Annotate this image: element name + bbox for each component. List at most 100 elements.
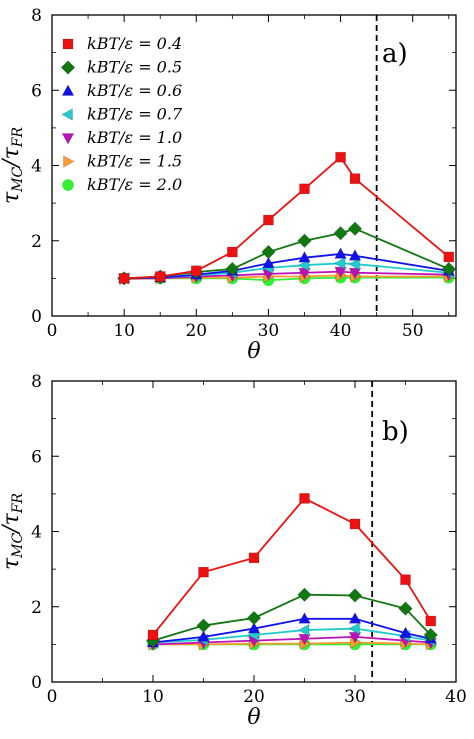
data-point bbox=[246, 610, 262, 626]
panel-label: a) bbox=[382, 39, 408, 69]
y-tick-label: 6 bbox=[31, 447, 42, 467]
data-point bbox=[299, 183, 310, 195]
data-point bbox=[423, 627, 438, 643]
x-tick-label: 40 bbox=[445, 687, 467, 707]
x-tick-label: 30 bbox=[258, 321, 280, 341]
x-axis-label: θ bbox=[247, 339, 260, 364]
data-point bbox=[441, 261, 456, 277]
data-point bbox=[398, 601, 413, 616]
data-point bbox=[298, 251, 311, 263]
legend-marker bbox=[61, 133, 75, 145]
series-line bbox=[152, 497, 432, 636]
x-tick-label: 20 bbox=[185, 321, 207, 341]
data-point bbox=[348, 257, 360, 271]
series-line bbox=[152, 627, 431, 644]
data-point bbox=[348, 249, 362, 261]
data-point bbox=[334, 266, 347, 279]
legend-item: kBT/ε = 0.7 bbox=[61, 105, 183, 124]
series-line bbox=[124, 227, 450, 280]
legend-item: kBT/ε = 0.5 bbox=[60, 58, 182, 77]
data-point bbox=[248, 552, 260, 564]
y-axis-label: τMC/τFR bbox=[0, 127, 26, 205]
panel-b: 0 10 20 30 40 0 2 4 6 8 θ τMC/τFR b) bbox=[0, 372, 467, 730]
data-point bbox=[147, 629, 159, 641]
legend-marker bbox=[61, 108, 73, 121]
data-point bbox=[262, 256, 275, 269]
legend-marker bbox=[62, 38, 74, 50]
legend-marker bbox=[61, 84, 75, 96]
data-point bbox=[297, 623, 310, 637]
data-point bbox=[349, 518, 361, 530]
data-point bbox=[425, 615, 437, 627]
data-point bbox=[348, 622, 360, 635]
legend-item: kBT/ε = 0.6 bbox=[61, 81, 182, 100]
data-point bbox=[225, 261, 240, 277]
data-point bbox=[400, 574, 411, 585]
data-point bbox=[263, 214, 274, 226]
data-point bbox=[118, 273, 130, 284]
panel-label: b) bbox=[382, 417, 409, 447]
x-tick-label: 40 bbox=[330, 321, 352, 341]
data-point bbox=[349, 173, 361, 184]
data-point bbox=[333, 226, 348, 241]
x-tick-label: 20 bbox=[243, 687, 265, 707]
data-point bbox=[348, 612, 362, 624]
legend-label: kBT/ε = 1.5 bbox=[87, 152, 182, 171]
data-point bbox=[247, 621, 261, 634]
x-tick-label: 10 bbox=[113, 321, 135, 341]
legend-label: kBT/ε = 0.6 bbox=[87, 81, 182, 100]
y-tick-label: 6 bbox=[31, 81, 42, 101]
y-tick-label: 8 bbox=[31, 372, 42, 392]
data-point bbox=[334, 247, 347, 259]
data-point bbox=[299, 493, 310, 504]
legend-item: kBT/ε = 1.0 bbox=[61, 128, 182, 147]
x-tick-label: 0 bbox=[47, 687, 58, 707]
y-tick-label: 0 bbox=[31, 673, 42, 693]
data-point bbox=[297, 258, 310, 272]
x-tick-label: 0 bbox=[47, 321, 58, 341]
x-tick-label: 10 bbox=[142, 687, 164, 707]
legend-marker bbox=[63, 155, 75, 168]
data-point bbox=[335, 151, 346, 163]
y-tick-label: 4 bbox=[31, 523, 42, 543]
data-point bbox=[190, 265, 202, 277]
legend-marker bbox=[62, 179, 74, 191]
legend-label: kBT/ε = 0.4 bbox=[87, 34, 182, 53]
legend-label: kBT/ε = 0.5 bbox=[87, 58, 182, 77]
y-tick-label: 4 bbox=[31, 157, 42, 177]
x-tick-label: 30 bbox=[344, 687, 366, 707]
legend: kBT/ε = 0.4 kBT/ε = 0.5 kBT/ε = 0.6 kBT/ε =… bbox=[60, 34, 183, 194]
data-point bbox=[198, 566, 209, 578]
legend-label: kBT/ε = 0.7 bbox=[87, 105, 183, 124]
legend-label: kBT/ε = 1.0 bbox=[87, 128, 182, 147]
data-point bbox=[298, 612, 311, 624]
data-point bbox=[399, 626, 412, 638]
data-point bbox=[154, 271, 166, 282]
data-point bbox=[197, 630, 210, 642]
data-point bbox=[297, 587, 312, 602]
y-tick-label: 2 bbox=[31, 232, 42, 252]
data-point bbox=[261, 244, 276, 260]
legend-label: kBT/ε = 2.0 bbox=[87, 175, 182, 194]
data-point bbox=[297, 233, 312, 248]
series-0 bbox=[118, 151, 455, 284]
legend-item: kBT/ε = 1.5 bbox=[63, 152, 182, 171]
y-tick-label: 2 bbox=[31, 598, 42, 618]
y-axis-label: τMC/τFR bbox=[0, 493, 26, 571]
data-point bbox=[443, 251, 455, 263]
legend-marker bbox=[60, 60, 76, 75]
data-point bbox=[196, 618, 211, 633]
series-0 bbox=[147, 493, 437, 641]
legend-item: kBT/ε = 0.4 bbox=[62, 34, 182, 53]
y-tick-label: 0 bbox=[31, 307, 42, 327]
x-axis-label: θ bbox=[247, 705, 260, 730]
data-point bbox=[298, 633, 311, 646]
y-tick-label: 8 bbox=[31, 6, 42, 26]
data-point bbox=[347, 221, 363, 236]
x-tick-label: 50 bbox=[402, 321, 424, 341]
data-point bbox=[348, 267, 362, 280]
series-1 bbox=[145, 587, 438, 648]
data-point bbox=[333, 257, 346, 270]
